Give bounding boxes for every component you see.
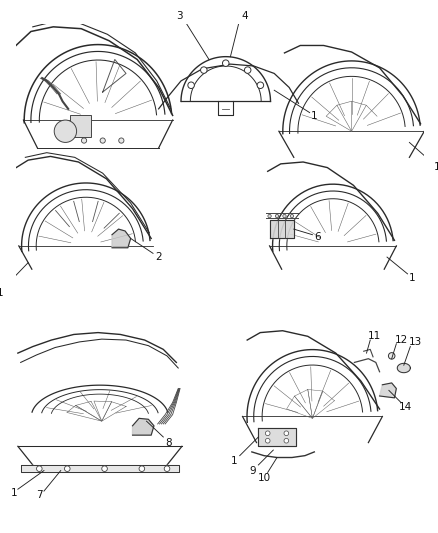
Text: 11: 11 [367,332,381,341]
Polygon shape [397,364,410,373]
Text: 2: 2 [155,252,162,262]
Text: 7: 7 [36,490,42,500]
Circle shape [257,82,264,88]
Circle shape [265,439,270,443]
Circle shape [102,466,107,472]
Circle shape [244,67,251,74]
Circle shape [188,82,194,88]
Circle shape [36,466,42,472]
Polygon shape [133,418,154,435]
Circle shape [100,138,105,143]
Text: 12: 12 [394,335,408,345]
Text: 1: 1 [11,488,18,498]
Circle shape [201,67,207,74]
Text: 13: 13 [408,337,422,347]
Circle shape [284,439,289,443]
Text: 3: 3 [176,11,183,21]
Circle shape [64,466,70,472]
Text: 6: 6 [315,231,321,241]
Polygon shape [112,229,131,248]
Circle shape [139,466,145,472]
Text: 1: 1 [0,287,4,297]
Circle shape [389,353,395,359]
Circle shape [283,214,286,218]
Polygon shape [258,427,296,446]
Text: 1: 1 [311,111,318,122]
Text: 4: 4 [241,11,248,21]
Circle shape [290,214,293,218]
Circle shape [265,431,270,435]
Circle shape [268,214,271,218]
Text: 1: 1 [231,456,237,466]
Text: 9: 9 [250,465,256,475]
Circle shape [54,120,77,142]
Polygon shape [70,115,91,137]
Polygon shape [21,465,179,472]
Circle shape [81,138,87,143]
Text: 10: 10 [258,473,271,483]
Polygon shape [269,220,294,238]
Text: 8: 8 [166,438,172,448]
Text: 14: 14 [399,402,412,412]
Text: 1: 1 [434,161,438,172]
Text: 1: 1 [409,272,416,282]
Circle shape [284,431,289,435]
Circle shape [164,466,170,472]
Circle shape [119,138,124,143]
Circle shape [223,60,229,67]
Circle shape [276,214,279,218]
Polygon shape [380,383,396,398]
